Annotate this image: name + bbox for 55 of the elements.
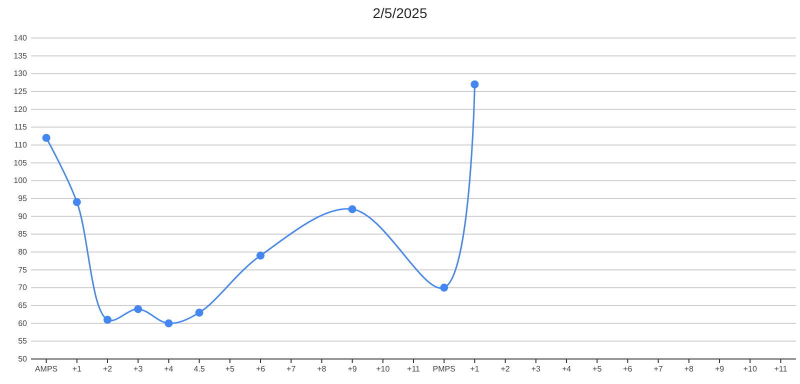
point xyxy=(470,80,479,88)
x-tick-label: +2 xyxy=(102,364,113,374)
x-tick-label: +7 xyxy=(286,364,296,374)
y-tick-label: 50 xyxy=(18,354,28,364)
x-tick-label: 4.5 xyxy=(194,364,206,374)
x-tick-label: +3 xyxy=(531,364,542,374)
y-tick-label: 135 xyxy=(14,51,28,60)
x-tick-label: +10 xyxy=(743,364,758,374)
x-tick-label: +9 xyxy=(348,364,358,374)
x-tick-label: +5 xyxy=(225,364,236,374)
x-tick-label: +4 xyxy=(562,364,572,374)
point xyxy=(348,205,356,214)
y-tick-label: 55 xyxy=(18,336,28,346)
y-tick-label: 120 xyxy=(14,104,28,114)
x-tick-label: +8 xyxy=(684,364,694,374)
y-tick-label: 70 xyxy=(18,283,28,292)
x-tick-label: +9 xyxy=(714,364,725,374)
chart-title: 2/5/2025 xyxy=(372,5,428,21)
x-tick-label: +11 xyxy=(407,364,421,374)
x-tick-label: +3 xyxy=(134,364,144,374)
x-tick-label: +5 xyxy=(592,364,602,374)
x-tick-label: +11 xyxy=(774,364,788,374)
x-tick-label: +1 xyxy=(470,364,480,374)
point xyxy=(195,308,204,317)
x-tick-label: AMPS xyxy=(34,364,58,374)
point xyxy=(104,316,112,324)
point xyxy=(440,284,448,292)
y-tick-label: 100 xyxy=(14,176,28,186)
y-tick-label: 95 xyxy=(18,194,28,204)
point xyxy=(134,305,142,314)
y-tick-label: 140 xyxy=(14,34,28,43)
x-tick-label: +10 xyxy=(376,364,390,374)
y-tick-label: 75 xyxy=(18,265,28,274)
x-tick-label: +7 xyxy=(654,364,664,374)
y-tick-label: 110 xyxy=(14,140,28,150)
x-tick-label: +1 xyxy=(72,364,82,374)
point xyxy=(42,134,50,142)
y-tick-label: 60 xyxy=(18,318,28,328)
y-tick-label: 85 xyxy=(18,230,28,239)
y-tick-label: 90 xyxy=(18,212,28,221)
y-tick-label: 125 xyxy=(14,87,28,96)
x-tick-label: +2 xyxy=(500,364,510,374)
x-tick-label: +6 xyxy=(256,364,266,374)
y-tick-label: 115 xyxy=(14,122,28,132)
y-tick-label: 105 xyxy=(14,158,28,168)
point xyxy=(256,252,264,260)
x-tick-label: +4 xyxy=(164,364,174,374)
y-tick-label: 130 xyxy=(14,69,28,78)
y-tick-label: 65 xyxy=(18,301,28,310)
point xyxy=(164,319,173,328)
x-tick-label: +8 xyxy=(317,364,327,374)
y-tick-label: 80 xyxy=(18,248,28,257)
x-tick-label: +6 xyxy=(623,364,633,374)
x-tick-label: PMPS xyxy=(432,364,456,374)
point xyxy=(72,198,81,206)
